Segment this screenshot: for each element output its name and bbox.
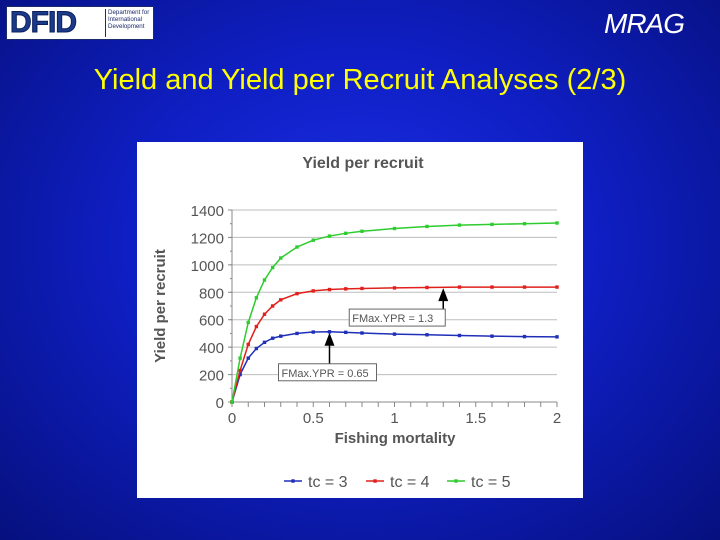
- data-point-tc3: [457, 333, 462, 338]
- data-point-tc4: [327, 287, 332, 292]
- data-point-tc5: [327, 234, 332, 238]
- x-tick-label: 1.5: [465, 410, 486, 427]
- data-point-tc4: [295, 291, 299, 296]
- data-point-tc5: [457, 223, 462, 227]
- data-point-tc5: [555, 221, 559, 225]
- data-point-tc3: [490, 334, 494, 338]
- data-point-tc5: [246, 320, 250, 325]
- dfid-logo-letters: DFID: [10, 6, 78, 39]
- slide-title: Yield and Yield per Recruit Analyses (2/…: [93, 64, 627, 96]
- data-point-tc4: [360, 286, 364, 291]
- y-tick-label: 400: [199, 340, 224, 357]
- mrag-logo: MRAG: [604, 8, 685, 39]
- annotation-arrow-head: [438, 288, 449, 302]
- data-point-tc5: [230, 400, 234, 404]
- data-point-tc5: [425, 224, 429, 229]
- legend-entry-tc3: tc = 3: [308, 474, 348, 491]
- data-point-tc5: [360, 229, 364, 233]
- y-tick-label: 1400: [191, 203, 224, 220]
- data-point-tc4: [238, 368, 242, 373]
- legend-entry-tc5: tc = 5: [471, 474, 511, 491]
- annotation-box: [348, 308, 446, 327]
- data-point-tc4: [246, 342, 250, 347]
- data-point-tc3: [295, 331, 299, 336]
- data-point-tc3: [270, 336, 275, 340]
- series-line-tc4: [231, 286, 557, 403]
- data-point-tc4: [270, 304, 275, 308]
- chart-svg: Yield per recruit 0 200 400 600 800 1000 1200 14…: [152, 155, 561, 491]
- dfid-logo: DFID Department for International Develo…: [6, 6, 154, 40]
- data-point-tc3: [262, 340, 267, 345]
- data-point-tc5: [522, 222, 527, 226]
- legend-swatch-marker: [373, 479, 377, 483]
- data-point-tc4: [279, 298, 283, 302]
- data-point-tc4: [555, 285, 559, 289]
- data-point-tc5: [279, 256, 283, 260]
- data-point-tc5: [254, 296, 259, 300]
- chart-title: Yield per recruit: [302, 155, 424, 172]
- legend-entry-tc4: tc = 4: [390, 474, 430, 491]
- data-point-tc4: [344, 287, 348, 291]
- y-tick-label: 200: [199, 368, 224, 385]
- x-tick-label: 2: [553, 410, 561, 427]
- data-point-tc4: [425, 285, 429, 290]
- data-point-tc4: [262, 312, 267, 316]
- data-point-tc5: [262, 278, 267, 282]
- data-point-tc3: [555, 335, 559, 339]
- annotation-label-fmax-0-65: FMax.YPR = 0.65: [282, 368, 369, 380]
- data-point-tc3: [327, 330, 332, 334]
- y-tick-label: 0: [216, 395, 224, 412]
- data-point-tc3: [254, 346, 259, 351]
- data-point-tc4: [392, 286, 397, 290]
- data-point-tc3: [344, 330, 348, 335]
- data-point-tc3: [392, 332, 397, 336]
- data-point-tc3: [360, 331, 364, 335]
- data-point-tc5: [295, 245, 299, 249]
- dfid-logo-line-1: Department for: [108, 9, 150, 16]
- data-point-tc5: [344, 231, 348, 236]
- y-tick-label: 800: [199, 285, 224, 302]
- y-tick-label: 600: [199, 313, 224, 330]
- data-point-tc5: [392, 226, 397, 231]
- x-tick-label: 0.5: [303, 410, 324, 427]
- legend-swatch-marker: [291, 479, 295, 483]
- data-point-tc3: [522, 334, 527, 339]
- annotation-arrow-head: [324, 332, 335, 346]
- annotation-box: [278, 363, 377, 382]
- data-point-tc3: [425, 333, 429, 337]
- data-point-tc4: [311, 289, 315, 293]
- y-axis-label: Yield per recruit: [152, 249, 169, 363]
- data-point-tc5: [238, 356, 242, 360]
- x-axis-label: Fishing mortality: [335, 430, 457, 447]
- dfid-logo-line-2: International: [108, 16, 143, 23]
- data-point-tc4: [490, 285, 494, 289]
- data-point-tc5: [270, 265, 275, 270]
- annotation-label-fmax-1-3: FMax.YPR = 1.3: [352, 313, 433, 325]
- series-line-tc5: [231, 222, 558, 403]
- x-tick-label: 1: [390, 410, 398, 427]
- y-tick-label: 1200: [191, 230, 224, 247]
- data-point-tc3: [246, 356, 250, 360]
- data-point-tc3: [279, 334, 283, 338]
- data-point-tc5: [490, 222, 494, 227]
- data-point-tc3: [238, 372, 242, 377]
- data-point-tc3: [311, 330, 315, 334]
- dfid-logo-subtext: Department for International Development: [105, 9, 154, 37]
- data-point-tc4: [457, 285, 462, 289]
- x-tick-label: 0: [228, 410, 236, 427]
- data-point-tc5: [311, 238, 315, 242]
- y-tick-label: 1000: [191, 258, 224, 275]
- legend-swatch-marker: [454, 479, 458, 483]
- data-point-tc4: [522, 285, 527, 289]
- dfid-logo-line-3: Development: [108, 23, 145, 30]
- data-point-tc4: [254, 324, 259, 329]
- chart-panel: Yield per recruit 0 200 400 600 800 1000 1200 14…: [137, 142, 583, 498]
